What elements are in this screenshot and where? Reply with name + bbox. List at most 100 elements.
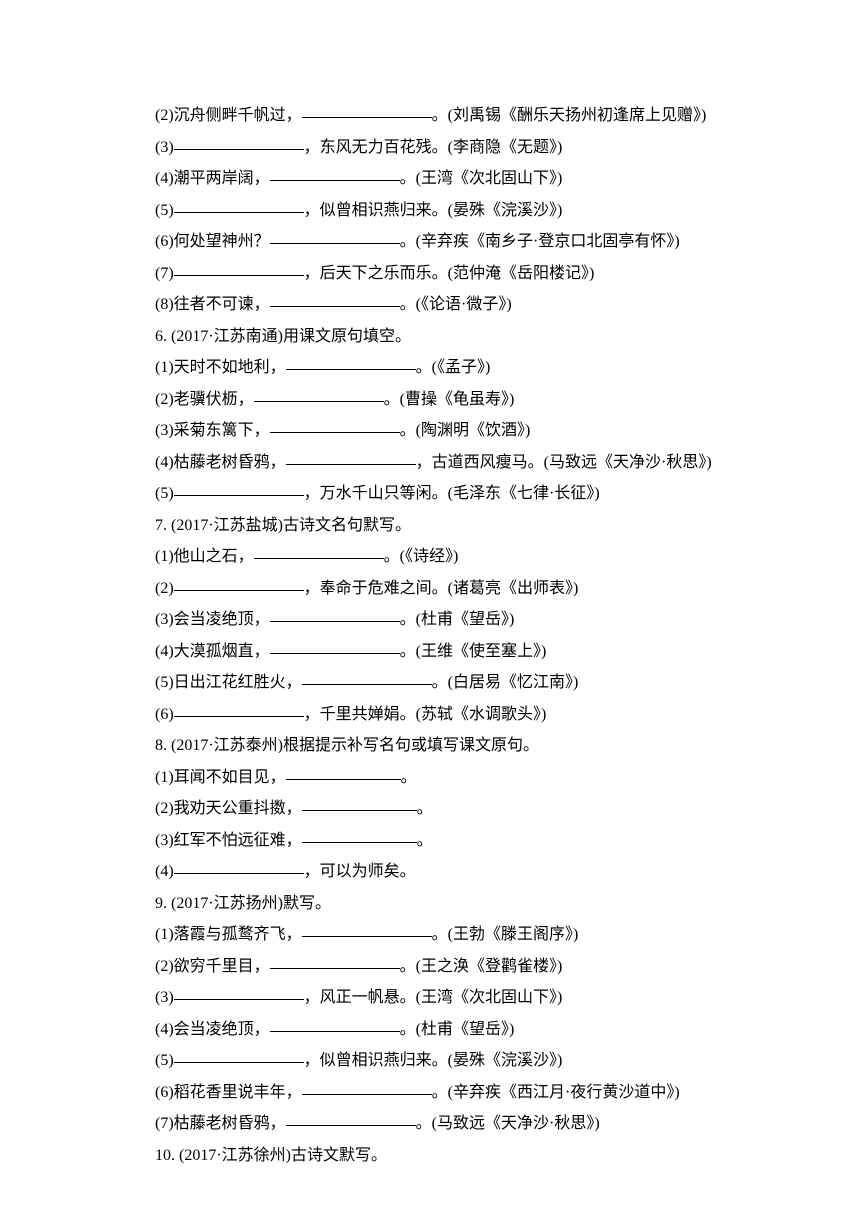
text-line: (1)天时不如地利， 。(《孟子》) xyxy=(155,354,710,382)
text-segment: 。(刘禹锡《酬乐天扬州初逢席上见赠》) xyxy=(432,107,707,124)
fill-in-blank xyxy=(302,102,432,118)
text-segment: 。(杜甫《望岳》) xyxy=(400,1021,515,1038)
fill-in-blank xyxy=(302,795,417,811)
text-segment: 9. (2017·江苏扬州)默写。 xyxy=(155,895,331,912)
text-line: (6)何处望神州？ 。(辛弃疾《南乡子·登京口北固亭有怀》) xyxy=(155,228,710,256)
text-line: (3)采菊东篱下， 。(陶渊明《饮酒》) xyxy=(155,417,710,445)
text-line: (3)会当凌绝顶， 。(杜甫《望岳》) xyxy=(155,606,710,634)
fill-in-blank xyxy=(254,386,384,402)
text-segment: (3)采菊东篱下， xyxy=(155,422,270,439)
text-segment: ，万水千山只等闲。(毛泽东《七律·长征》) xyxy=(304,485,600,502)
fill-in-blank xyxy=(286,354,416,370)
text-segment: 8. (2017·江苏泰州)根据提示补写名句或填写课文原句。 xyxy=(155,737,539,754)
text-segment: (3) xyxy=(155,139,174,156)
document-content: (2)沉舟侧畔千帆过， 。(刘禹锡《酬乐天扬州初逢席上见赠》) (3) ，东风无力百花… xyxy=(155,102,710,1170)
text-line: (5)日出江花红胜火，。(白居易《忆江南》) xyxy=(155,669,710,697)
text-segment: 。(马致远《天净沙·秋思》) xyxy=(416,1115,600,1132)
text-segment: ，风正一帆悬。(王湾《次北固山下》) xyxy=(304,989,563,1006)
text-line: (2)我劝天公重抖擞，。 xyxy=(155,795,710,823)
text-line: (6)稻花香里说丰年，。(辛弃疾《西江月·夜行黄沙道中》) xyxy=(155,1079,710,1107)
fill-in-blank xyxy=(286,1110,416,1126)
text-segment: ，后天下之乐而乐。(范仲淹《岳阳楼记》) xyxy=(304,265,595,282)
text-line: 7. (2017·江苏盐城)古诗文名句默写。 xyxy=(155,512,710,540)
text-segment: 7. (2017·江苏盐城)古诗文名句默写。 xyxy=(155,517,411,534)
text-segment: 。(陶渊明《饮酒》) xyxy=(400,422,531,439)
text-segment: 。(王勃《滕王阁序》) xyxy=(432,926,579,943)
text-segment: (3)会当凌绝顶， xyxy=(155,611,270,628)
text-segment: (4)潮平两岸阔， xyxy=(155,170,270,187)
text-segment: 。(《孟子》) xyxy=(416,359,491,376)
fill-in-blank xyxy=(270,606,400,622)
text-line: (6) ，千里共婵娟。(苏轼《水调歌头》) xyxy=(155,701,710,729)
fill-in-blank xyxy=(270,417,400,433)
text-segment: ，似曾相识燕归来。(晏殊《浣溪沙》) xyxy=(304,1052,563,1069)
text-segment: (4)会当凌绝顶， xyxy=(155,1021,270,1038)
text-segment: (2)沉舟侧畔千帆过， xyxy=(155,107,302,124)
text-segment: (1)落霞与孤鹜齐飞， xyxy=(155,926,302,943)
text-segment: ，可以为师矣。 xyxy=(304,863,416,880)
text-segment: (3)红军不怕远征难， xyxy=(155,832,302,849)
fill-in-blank xyxy=(174,134,304,150)
text-line: (3) ，东风无力百花残。(李商隐《无题》) xyxy=(155,134,710,162)
text-segment: 。(王湾《次北固山下》) xyxy=(400,170,563,187)
text-segment: ，千里共婵娟。(苏轼《水调歌头》) xyxy=(304,706,547,723)
text-line: (1)他山之石，。(《诗经》) xyxy=(155,543,710,571)
fill-in-blank xyxy=(286,764,401,780)
text-line: (2)老骥伏枥， 。(曹操《龟虽寿》) xyxy=(155,386,710,414)
text-line: (4)枯藤老树昏鸦，，古道西风瘦马。(马致远《天净沙·秋思》) xyxy=(155,449,710,477)
text-line: (2) ，奉命于危难之间。(诸葛亮《出师表》) xyxy=(155,575,710,603)
fill-in-blank xyxy=(270,165,400,181)
text-segment: (3) xyxy=(155,989,174,1006)
fill-in-blank xyxy=(270,1016,400,1032)
text-segment: (2) xyxy=(155,580,174,597)
fill-in-blank xyxy=(270,638,400,654)
text-segment: 6. (2017·江苏南通)用课文原句填空。 xyxy=(155,328,411,345)
text-segment: (7)枯藤老树昏鸦， xyxy=(155,1115,286,1132)
text-segment: 。(王之涣《登鹳雀楼》) xyxy=(400,958,563,975)
text-segment: (5)日出江花红胜火， xyxy=(155,674,302,691)
fill-in-blank xyxy=(174,197,304,213)
fill-in-blank xyxy=(254,543,384,559)
text-segment: (1)天时不如地利， xyxy=(155,359,286,376)
text-line: (4)大漠孤烟直， 。(王维《使至塞上》) xyxy=(155,638,710,666)
text-segment: (4) xyxy=(155,863,174,880)
fill-in-blank xyxy=(174,480,304,496)
text-segment: ，古道西风瘦马。(马致远《天净沙·秋思》) xyxy=(416,454,712,471)
text-segment: (7) xyxy=(155,265,174,282)
text-segment: (2)欲穷千里目， xyxy=(155,958,270,975)
text-segment: (6)稻花香里说丰年， xyxy=(155,1084,302,1101)
text-segment: 。(杜甫《望岳》) xyxy=(400,611,515,628)
text-segment: 。 xyxy=(401,769,417,786)
text-line: 9. (2017·江苏扬州)默写。 xyxy=(155,890,710,918)
text-line: (4) ，可以为师矣。 xyxy=(155,858,710,886)
text-segment: (5) xyxy=(155,485,174,502)
text-segment: (1)耳闻不如目见， xyxy=(155,769,286,786)
fill-in-blank xyxy=(302,669,432,685)
text-segment: ，东风无力百花残。(李商隐《无题》) xyxy=(304,139,563,156)
text-segment: ，奉命于危难之间。(诸葛亮《出师表》) xyxy=(304,580,579,597)
text-line: (3)红军不怕远征难， 。 xyxy=(155,827,710,855)
text-segment: (8)往者不可谏， xyxy=(155,296,270,313)
text-line: (2)沉舟侧畔千帆过， 。(刘禹锡《酬乐天扬州初逢席上见赠》) xyxy=(155,102,710,130)
text-line: (2)欲穷千里目， 。(王之涣《登鹳雀楼》) xyxy=(155,953,710,981)
text-segment: (2)老骥伏枥， xyxy=(155,391,254,408)
text-segment: 。(《诗经》) xyxy=(384,548,459,565)
text-line: (4)潮平两岸阔， 。(王湾《次北固山下》) xyxy=(155,165,710,193)
text-segment: 。(《论语·微子》) xyxy=(400,296,512,313)
text-segment: (5) xyxy=(155,202,174,219)
fill-in-blank xyxy=(174,1047,304,1063)
text-segment: (4)大漠孤烟直， xyxy=(155,643,270,660)
text-line: (4)会当凌绝顶， 。(杜甫《望岳》) xyxy=(155,1016,710,1044)
text-segment: 。(王维《使至塞上》) xyxy=(400,643,547,660)
text-line: (5) ，似曾相识燕归来。(晏殊《浣溪沙》) xyxy=(155,1047,710,1075)
fill-in-blank xyxy=(302,827,417,843)
text-segment: (5) xyxy=(155,1052,174,1069)
fill-in-blank xyxy=(174,260,304,276)
text-segment: 。 xyxy=(417,832,433,849)
fill-in-blank xyxy=(174,575,304,591)
text-segment: 。(曹操《龟虽寿》) xyxy=(384,391,515,408)
text-segment: (6)何处望神州？ xyxy=(155,233,270,250)
text-segment: 。(辛弃疾《南乡子·登京口北固亭有怀》) xyxy=(400,233,680,250)
text-line: 8. (2017·江苏泰州)根据提示补写名句或填写课文原句。 xyxy=(155,732,710,760)
text-segment: (6) xyxy=(155,706,174,723)
